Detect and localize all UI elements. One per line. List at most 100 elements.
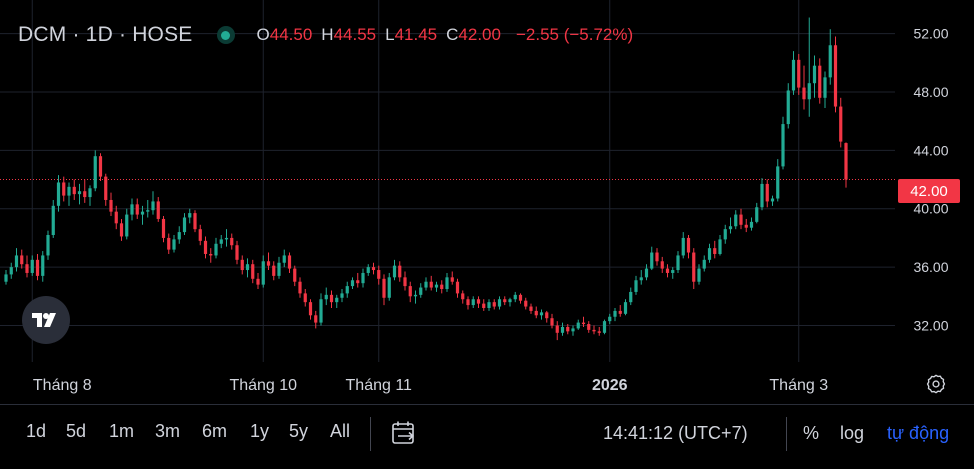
candle-body [98, 156, 103, 177]
candle [602, 319, 607, 335]
auto-scale-button[interactable]: tự động [887, 423, 950, 443]
candle [392, 259, 397, 281]
candle-body [156, 201, 160, 219]
candle [235, 240, 239, 265]
candle-body [739, 214, 743, 225]
candle [272, 261, 276, 281]
candle-body [35, 259, 40, 276]
candle [518, 293, 523, 304]
candle [46, 230, 50, 260]
candle-body [702, 259, 706, 269]
candle-body [545, 312, 549, 319]
candle [182, 213, 187, 236]
candle [41, 251, 45, 282]
candle-body [581, 322, 586, 325]
candle [109, 192, 113, 217]
calendar-goto-icon[interactable] [390, 419, 418, 447]
candle-body [403, 277, 407, 287]
time-zone-clock[interactable]: 14:41:12 (UTC+7) [603, 423, 748, 443]
candle [760, 178, 764, 211]
tradingview-logo-icon[interactable] [22, 296, 70, 344]
candle [151, 191, 155, 215]
timeframe-3m-button[interactable]: 3m [155, 421, 181, 441]
bottom-toolbar [0, 404, 974, 469]
candle [361, 268, 365, 288]
timeframe-5y-button[interactable]: 5y [289, 421, 309, 441]
candle-body [571, 328, 575, 332]
candle-body [450, 277, 454, 282]
candle-body [770, 198, 775, 202]
candle-body [93, 156, 97, 189]
candle [634, 275, 638, 295]
candle [644, 264, 649, 281]
candle-body [434, 284, 439, 288]
candle-body [713, 248, 717, 254]
candle [697, 264, 701, 285]
candle [188, 208, 192, 224]
candle [492, 299, 496, 310]
candle-body [398, 265, 402, 278]
candle [650, 246, 654, 271]
log-scale-button[interactable]: log [840, 423, 865, 443]
candle [329, 290, 334, 308]
timeframe-1d-button[interactable]: 1d [26, 421, 47, 441]
candle [550, 313, 554, 329]
candle [172, 235, 176, 253]
percent-scale-button[interactable]: % [803, 423, 820, 443]
timeframe-5d-button[interactable]: 5d [66, 421, 87, 441]
candle [833, 36, 838, 113]
candle [4, 270, 8, 285]
candle-body [340, 293, 344, 298]
candle-body [72, 186, 76, 195]
candle [424, 277, 428, 291]
open-label: O [256, 25, 270, 44]
market-status-icon[interactable] [216, 26, 235, 44]
price-chart[interactable]: 32.00 36.00 40.00 44.00 48.00 52.00 Tháng 8 Thá… [0, 0, 974, 404]
timeframe-1y-button[interactable]: 1y [250, 421, 270, 441]
symbol-title[interactable]: DCM · 1D · HOSE [18, 23, 193, 46]
x-tick-label: 2026 [592, 377, 628, 394]
candle [403, 271, 407, 291]
candle-body [639, 277, 643, 281]
candle-body [786, 90, 790, 125]
candle [566, 324, 570, 335]
candle [618, 305, 622, 317]
candle [377, 265, 381, 285]
candle-body [172, 239, 176, 250]
candle-body [802, 87, 806, 100]
x-tick-label: Tháng 10 [229, 377, 297, 394]
candle [781, 116, 785, 170]
candle [135, 198, 139, 219]
gear-icon[interactable] [925, 373, 947, 395]
candle [823, 71, 827, 109]
candle-body [665, 268, 670, 273]
candle [440, 280, 444, 294]
timeframe-all-button[interactable]: All [330, 421, 351, 441]
candles [4, 17, 848, 341]
candle-body [812, 65, 817, 84]
candle-body [319, 299, 323, 323]
candle-body [681, 237, 685, 256]
candle [146, 199, 150, 218]
timeframe-6m-button[interactable]: 6m [202, 421, 228, 441]
candle-body [387, 277, 391, 298]
candle-body [455, 281, 460, 294]
candle [487, 299, 491, 311]
candle-body [655, 252, 659, 262]
candle [844, 142, 848, 188]
candle-body [161, 218, 166, 238]
timeframe-1m-button[interactable]: 1m [109, 421, 135, 441]
candle [119, 218, 124, 241]
candle [718, 235, 722, 256]
candle [723, 224, 727, 244]
candle [93, 150, 97, 192]
candle [308, 299, 313, 320]
candle [655, 248, 659, 266]
candle [728, 217, 733, 234]
close-label: C [446, 25, 459, 44]
candle-body [408, 286, 412, 297]
candle-body [587, 324, 591, 330]
candle-body [734, 214, 738, 227]
candle-body [114, 211, 118, 224]
candle-body [198, 229, 202, 241]
